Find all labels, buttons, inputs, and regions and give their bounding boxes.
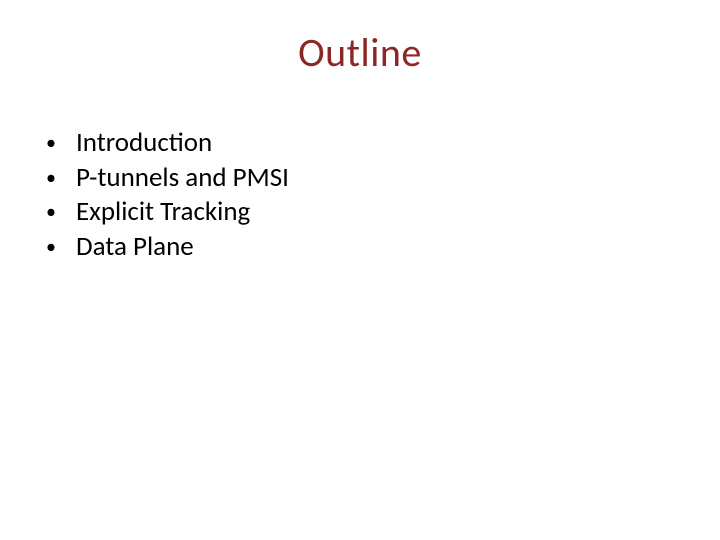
bullet-icon: • xyxy=(46,131,56,157)
list-item: • Introduction xyxy=(46,126,289,161)
slide-title: Outline xyxy=(0,0,720,77)
bullet-icon: • xyxy=(46,200,56,226)
bullet-icon: • xyxy=(46,166,56,192)
bullet-icon: • xyxy=(46,235,56,261)
bullet-label: Explicit Tracking xyxy=(76,195,250,230)
bullet-label: P-tunnels and PMSI xyxy=(76,161,289,196)
bullet-list: • Introduction • P-tunnels and PMSI • Ex… xyxy=(46,126,289,264)
list-item: • P-tunnels and PMSI xyxy=(46,161,289,196)
list-item: • Data Plane xyxy=(46,230,289,265)
bullet-label: Data Plane xyxy=(76,230,194,265)
list-item: • Explicit Tracking xyxy=(46,195,289,230)
bullet-label: Introduction xyxy=(76,126,212,161)
